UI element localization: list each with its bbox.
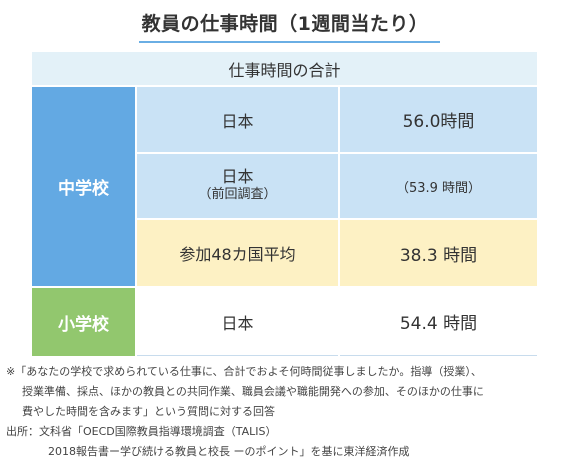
table-header: 仕事時間の合計 [32,52,537,85]
row-elementary-japan-value: 54.4 時間 [340,288,537,356]
row-japan-previous-value: （53.9 時間） [340,154,537,218]
row-japan-previous-label: 日本 [221,167,254,186]
row-elementary-japan-name: 日本 [137,288,338,356]
note-line: ※「あなたの学校で求められている仕事に、合計でおよそ何時間従事しましたか。指導（… [6,365,482,378]
page-title: 教員の仕事時間（1週間当たり） [141,13,429,35]
title-underline [139,41,440,43]
row-japan-previous-sublabel: （前回調査） [198,187,277,202]
row-japan-previous-name: 日本 （前回調査） [137,154,338,218]
group-elementary: 小学校 [32,288,135,356]
row-japan-value: 56.0時間 [340,87,537,152]
row-average-value: 38.3 時間 [340,220,537,286]
footnotes: ※「あなたの学校で求められている仕事に、合計でおよそ何時間従事しましたか。指導（… [6,362,566,462]
group-junior-high: 中学校 [32,87,135,286]
row-japan-name: 日本 [137,87,338,152]
source-line: 出所：文科省「OECD国際教員指導環境調査（TALIS） [6,425,277,438]
note-line: 費やした時間を含みます」という質問に対する回答 [22,405,275,418]
row-average-name: 参加48カ国平均 [137,220,338,286]
work-hours-table: 仕事時間の合計 中学校 小学校 日本 56.0時間 日本 （前回調査） （53.… [32,52,537,356]
note-line: 授業準備、採点、ほかの教員との共同作業、職員会議や職能開発への参加、そのほかの仕… [22,385,484,398]
source-line: 2018報告書ー学び続ける教員と校長 ーのポイント」を基に東洋経済作成 [48,445,410,458]
